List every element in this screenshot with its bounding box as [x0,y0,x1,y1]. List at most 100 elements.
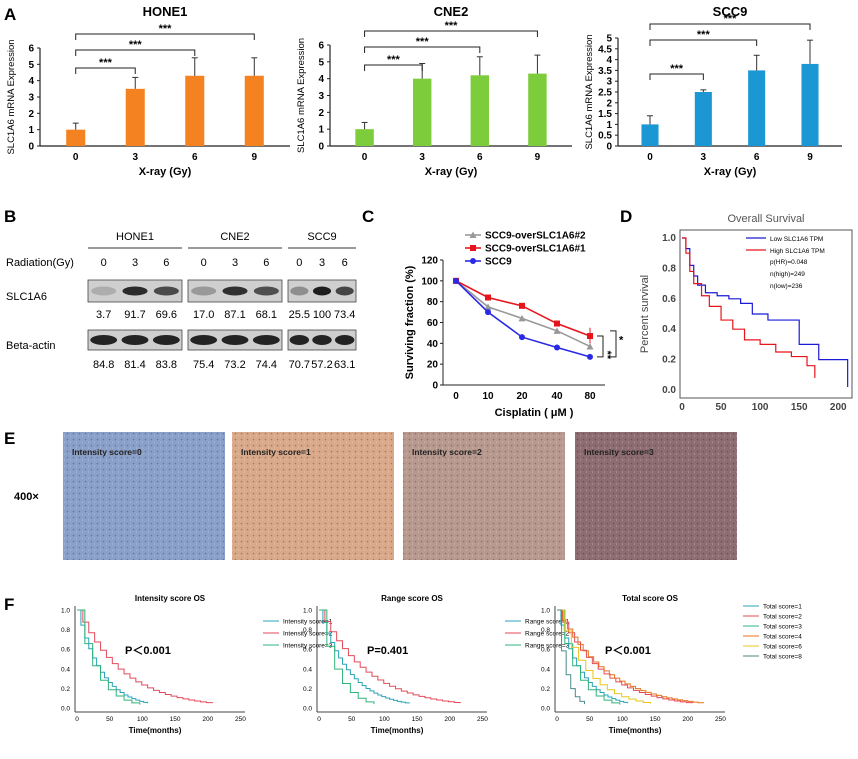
slc1a6-band [253,286,279,296]
y-tick-label: 3 [318,91,324,102]
y-axis-label: SLC1A6 mRNA Expression [6,39,17,154]
significance-bracket [364,46,481,53]
y-tick-label: 60 [427,318,439,329]
x-tick-label: 10 [482,391,494,402]
panel-label-b: B [4,207,16,226]
legend-label: Total score=2 [763,614,802,621]
series-marker [519,334,525,341]
x-axis-label: Time(months) [609,726,662,735]
wb-row-label-slc1a6: SLC1A6 [6,291,47,303]
x-tick-label: 150 [412,716,423,723]
x-tick-label: 100 [617,716,628,723]
series-marker [453,277,459,284]
x-tick-label: 250 [235,716,246,723]
km-curve [319,609,461,704]
km-curve [557,609,629,704]
km-plot-total: Total score OS 0.0 0.2 0.4 0.6 0.8 1.0 0 50 100 15… [541,594,802,735]
y-tick-label: 4.5 [598,44,612,55]
dose-label: 3 [319,257,325,269]
x-axis-label: Time(months) [371,726,424,735]
km-plot-range: Range score OS 0.0 0.2 0.4 0.6 0.8 1.0 0 50 100 15… [303,594,570,735]
beta-actin-band [190,335,218,345]
legend-label: SCC9-overSLC1A6#1 [485,244,586,255]
significance-label: *** [724,13,738,25]
x-tick-label: 50 [716,402,728,413]
y-tick-label: 0 [606,142,612,153]
slc1a6-band [91,286,117,296]
y-tick-label: 0.4 [61,666,70,673]
beta-actin-band [152,335,180,345]
p-value: P=0.401 [367,645,408,657]
x-tick-label: 3 [701,152,707,163]
km-curve [557,609,585,705]
x-tick-label: 80 [584,391,596,402]
y-tick-label: 0.0 [662,385,676,396]
y-tick-label: 0.4 [303,666,312,673]
dose-label: 0 [296,257,302,269]
beta-actin-quant: 74.4 [256,359,277,371]
x-tick-label: 0 [75,716,79,723]
bar [470,75,490,146]
y-tick-label: 2.5 [598,88,612,99]
dose-label: 3 [132,257,138,269]
slc1a6-quant: 17.0 [193,309,214,321]
x-tick-label: 6 [192,152,198,163]
y-tick-label: 0.6 [61,647,70,654]
x-tick-label: 40 [551,391,563,402]
dose-label: 6 [163,257,169,269]
beta-actin-quant: 81.4 [124,359,145,371]
significance-label: *** [416,36,430,48]
y-tick-label: 6 [28,44,34,55]
x-tick-label: 0 [555,716,559,723]
beta-actin-band [90,335,118,345]
ihc-score-label: Intensity score=2 [412,447,482,457]
significance-bracket [75,33,255,40]
beta-actin-band [289,335,310,345]
km-curve [319,609,375,705]
series-marker [484,303,492,310]
y-tick-label: 0.5 [598,131,612,142]
legend-label: Low SLC1A6 TPM [770,236,823,243]
y-tick-label: 0.2 [303,686,312,693]
significance-label: *** [697,29,711,41]
y-tick-label: 40 [427,339,439,350]
slc1a6-quant: 25.5 [289,309,310,321]
y-tick-label: 120 [421,256,438,267]
legend-label: Range score=3 [525,643,570,650]
panel-label-c: C [362,207,374,226]
bar [244,75,264,146]
panel-label-d: D [620,207,632,226]
chart-title: Overall Survival [727,213,804,225]
y-tick-label: 1 [606,120,612,131]
beta-actin-quant: 75.4 [193,359,214,371]
x-tick-label: 50 [348,716,356,723]
significance-bracket [610,330,617,358]
significance-label: *** [670,63,684,75]
bar [66,129,86,146]
legend-label: Total score=3 [763,624,802,631]
beta-actin-band [221,335,249,345]
ihc-score-label: Intensity score=1 [241,447,311,457]
beta-actin-quant: 57.2 [311,359,332,371]
km-curve [77,609,141,705]
legend-marker [470,258,476,264]
x-tick-label: 3 [419,152,425,163]
legend-label: Range score=2 [525,631,570,638]
bar [125,88,145,146]
x-tick-label: 200 [202,716,213,723]
y-axis-label: SLC1A6 mRNA Expression [296,38,307,153]
dose-label: 3 [232,257,238,269]
y-tick-label: 0.0 [61,706,70,713]
series-marker [518,314,526,322]
legend-label: High SLC1A6 TPM [770,248,825,255]
km-plot-intensity: Intensity score OS 0.0 0.2 0.4 0.6 0.8 1.0 0 50 1… [61,594,333,735]
x-tick-label: 150 [170,716,181,723]
legend-label: Total score=8 [763,654,802,661]
legend-label: Intensity score=2 [283,631,333,638]
significance-bracket [649,73,704,80]
x-tick-label: 50 [106,716,114,723]
slc1a6-quant: 68.1 [256,309,277,321]
series-marker [553,327,561,334]
x-tick-label: 200 [682,716,693,723]
